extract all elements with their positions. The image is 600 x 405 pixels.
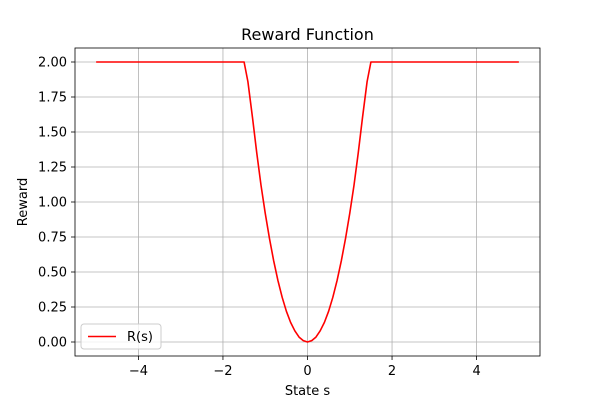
series-line-r-s <box>96 61 519 343</box>
x-tick-label: 2 <box>388 364 396 379</box>
y-axis-label: Reward <box>16 178 31 226</box>
x-tick-label: −4 <box>129 364 148 379</box>
y-tick-label: 1.00 <box>38 196 67 211</box>
x-tick-label: −2 <box>213 364 232 379</box>
y-tick-label: 0.25 <box>38 301 67 316</box>
x-axis: −4 −2 0 2 4 <box>129 356 481 379</box>
x-tick-label: 0 <box>303 364 311 379</box>
series-layer <box>96 61 519 343</box>
y-tick-label: 1.50 <box>38 126 67 141</box>
grid <box>75 48 540 356</box>
chart-title: Reward Function <box>241 25 374 44</box>
y-tick-label: 2.00 <box>38 56 67 71</box>
y-tick-label: 1.25 <box>38 161 67 176</box>
y-tick-label: 0.75 <box>38 231 67 246</box>
legend: R(s) <box>80 323 162 350</box>
y-tick-label: 0.50 <box>38 266 67 281</box>
y-tick-label: 0.00 <box>38 336 67 351</box>
x-axis-label: State s <box>285 384 331 399</box>
y-tick-label: 1.75 <box>38 91 67 106</box>
y-axis: 0.00 0.25 0.50 0.75 1.00 1.25 1.50 1.75 2.00 <box>38 56 75 351</box>
legend-label-r-s: R(s) <box>127 330 153 345</box>
legend-box <box>80 323 162 350</box>
x-tick-label: 4 <box>472 364 480 379</box>
